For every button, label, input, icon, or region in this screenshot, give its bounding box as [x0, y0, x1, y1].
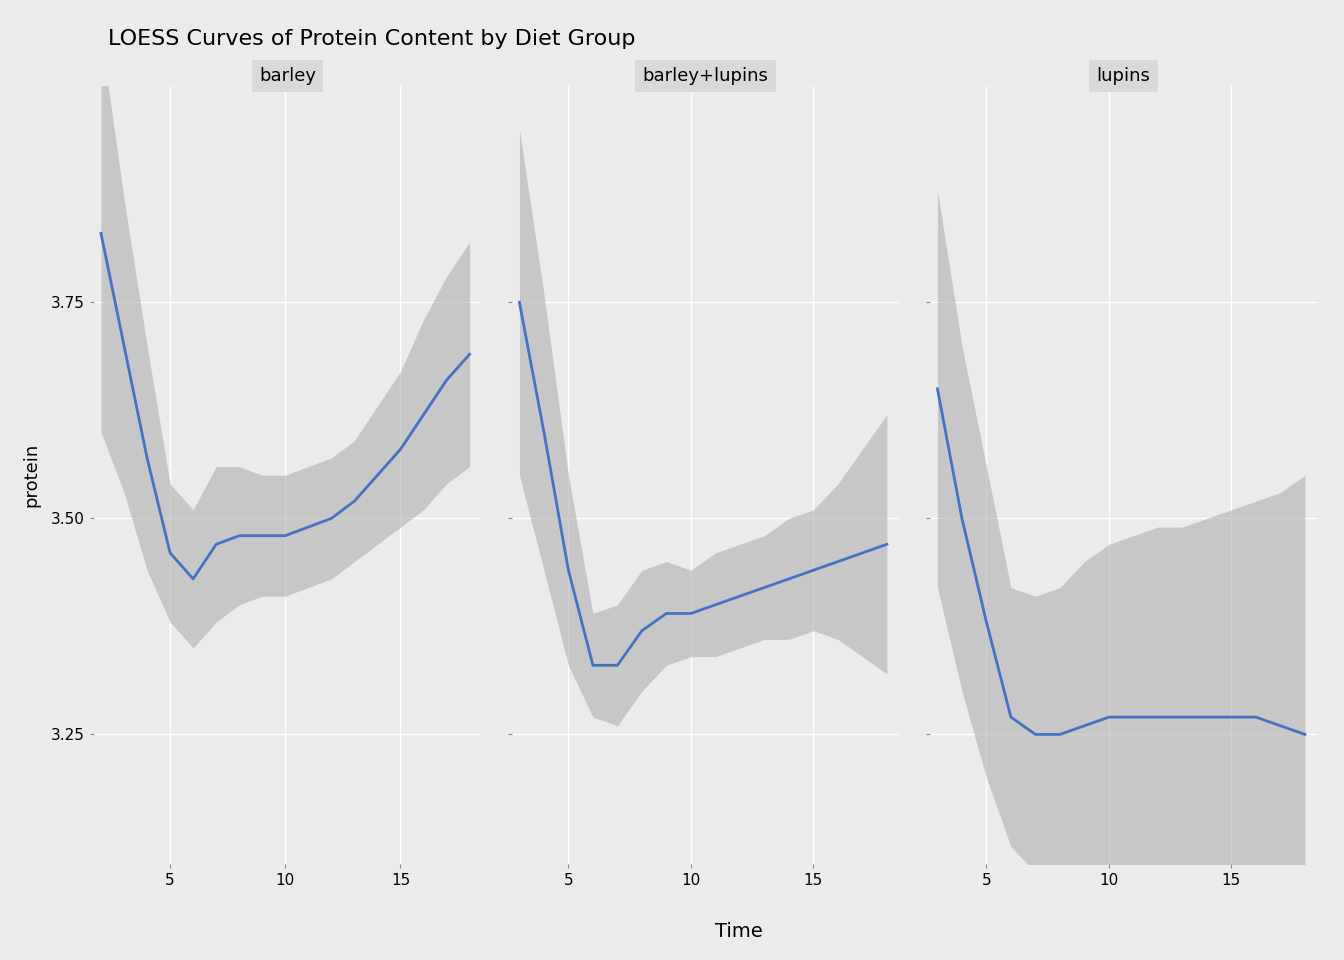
- Y-axis label: protein: protein: [22, 444, 40, 507]
- Title: lupins: lupins: [1097, 67, 1150, 84]
- Title: barley: barley: [259, 67, 316, 84]
- Title: barley+lupins: barley+lupins: [642, 67, 769, 84]
- Text: Time: Time: [715, 922, 763, 941]
- Text: LOESS Curves of Protein Content by Diet Group: LOESS Curves of Protein Content by Diet …: [108, 29, 634, 49]
